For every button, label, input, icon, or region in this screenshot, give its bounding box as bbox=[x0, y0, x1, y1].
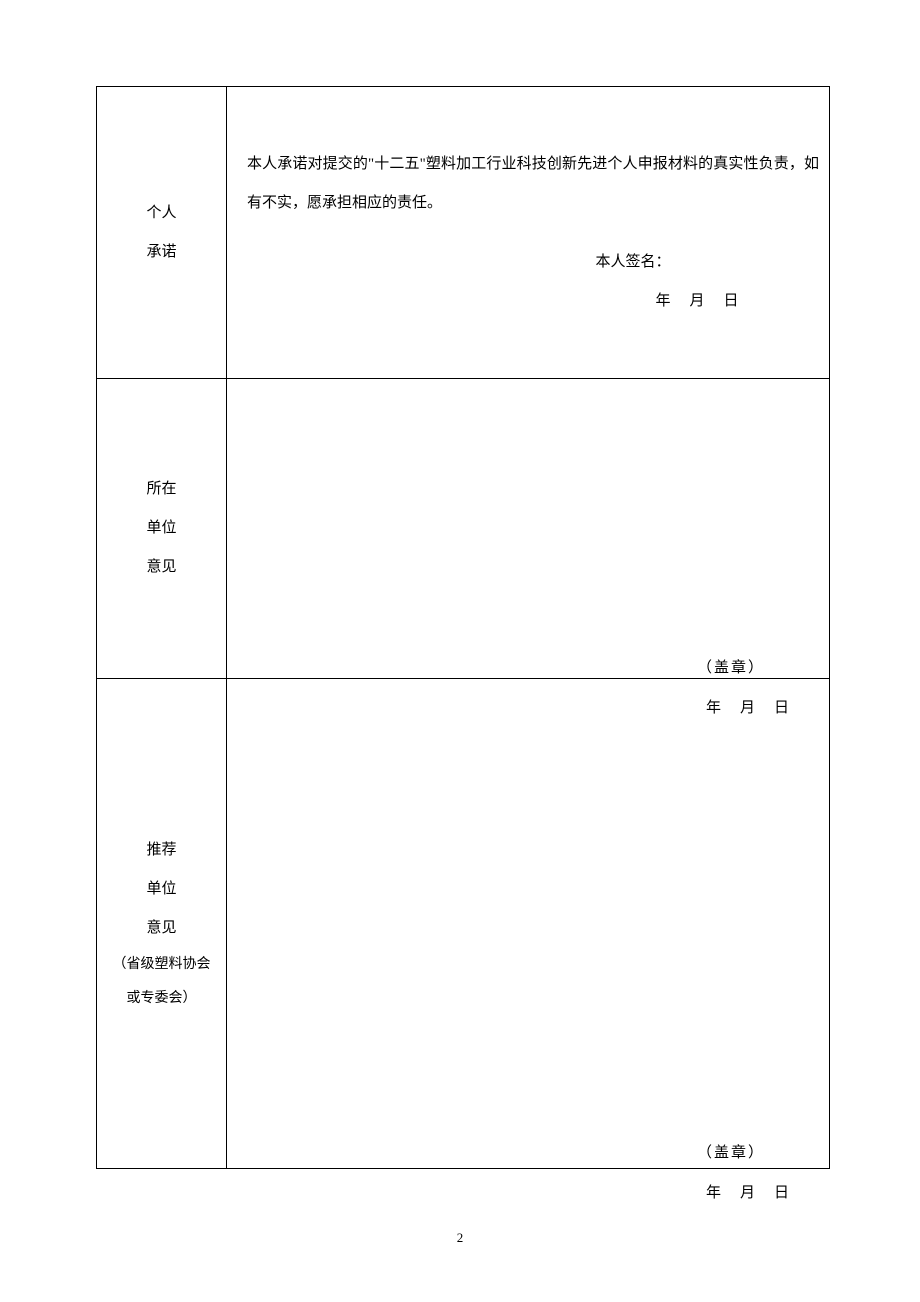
label-line: 推荐 bbox=[105, 831, 218, 870]
label-line: 承诺 bbox=[105, 233, 218, 272]
sublabel-line: 或专委会） bbox=[105, 982, 218, 1016]
unit-opinion-content-cell: （盖章） 年 月 日 bbox=[227, 379, 830, 679]
recommend-date-label: 年 月 日 bbox=[706, 1174, 791, 1213]
signature-block: 本人签名： 年 月 日 bbox=[247, 243, 819, 321]
signature-label: 本人签名： bbox=[247, 243, 819, 282]
label-line: 单位 bbox=[105, 870, 218, 909]
label-line: 意见 bbox=[105, 548, 218, 587]
label-line: 意见 bbox=[105, 909, 218, 948]
sublabel-line: （省级塑料协会 bbox=[105, 948, 218, 982]
approval-form-table: 个人 承诺 本人承诺对提交的"十二五"塑料加工行业科技创新先进个人申报材料的真实… bbox=[96, 86, 830, 1169]
page-number: 2 bbox=[0, 1230, 920, 1246]
recommend-unit-row: 推荐 单位 意见 （省级塑料协会 或专委会） （盖章） 年 月 日 bbox=[97, 679, 830, 1169]
personal-commitment-content-cell: 本人承诺对提交的"十二五"塑料加工行业科技创新先进个人申报材料的真实性负责，如有… bbox=[227, 87, 830, 379]
label-line: 所在 bbox=[105, 470, 218, 509]
unit-opinion-row: 所在 单位 意见 （盖章） 年 月 日 bbox=[97, 379, 830, 679]
unit-stamp-label: （盖章） bbox=[697, 649, 765, 688]
unit-date-label: 年 月 日 bbox=[706, 689, 791, 728]
commitment-date-label: 年 月 日 bbox=[247, 282, 819, 321]
personal-commitment-label-cell: 个人 承诺 bbox=[97, 87, 227, 379]
commitment-statement: 本人承诺对提交的"十二五"塑料加工行业科技创新先进个人申报材料的真实性负责，如有… bbox=[247, 145, 819, 223]
recommend-unit-content-cell: （盖章） 年 月 日 bbox=[227, 679, 830, 1169]
recommend-unit-label-cell: 推荐 单位 意见 （省级塑料协会 或专委会） bbox=[97, 679, 227, 1169]
recommend-stamp-label: （盖章） bbox=[697, 1134, 765, 1173]
personal-commitment-row: 个人 承诺 本人承诺对提交的"十二五"塑料加工行业科技创新先进个人申报材料的真实… bbox=[97, 87, 830, 379]
unit-opinion-label-cell: 所在 单位 意见 bbox=[97, 379, 227, 679]
label-line: 个人 bbox=[105, 194, 218, 233]
label-line: 单位 bbox=[105, 509, 218, 548]
